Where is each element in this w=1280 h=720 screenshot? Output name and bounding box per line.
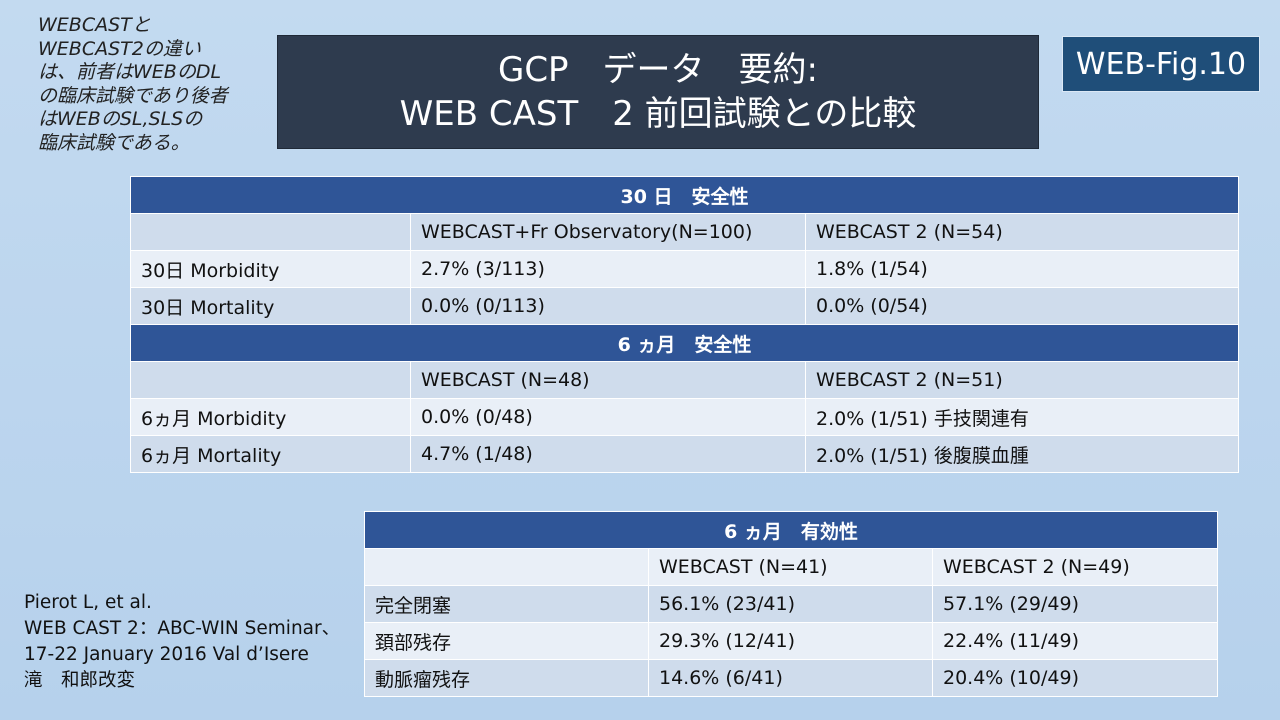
citation-line: 滝 和郎改変 [24,670,136,691]
column-header-row: WEBCAST (N=41) WEBCAST 2 (N=49) [364,548,1219,586]
row-label: 6ヵ月 Morbidity [130,398,411,436]
section-title: 6 ヵ月 安全性 [130,324,1239,362]
safety-table: 30 日 安全性 WEBCAST+Fr Observatory(N=100) W… [130,176,1239,473]
figure-label-badge: WEB-Fig.10 [1062,36,1260,92]
row-label: 頚部残存 [364,622,649,660]
table-cell: 20.4% (10/49) [931,659,1219,697]
table-cell: 0.0% (0/48) [410,398,806,436]
title-line-2: WEB CAST 2 前回試験との比較 [399,94,917,134]
citation-line: 17-22 January 2016 Val d’Isere [24,644,309,665]
header-cell: WEBCAST 2 (N=51) [805,361,1239,399]
header-cell: WEBCAST (N=48) [410,361,806,399]
table-row: 6ヵ月 Mortality 4.7% (1/48) 2.0% (1/51) 後腹… [130,435,1239,473]
title-line-1: GCP データ 要約: [497,50,819,90]
citation-line: WEB CAST 2：ABC-WIN Seminar、 [24,618,341,639]
table-row: 30日 Morbidity 2.7% (3/113) 1.8% (1/54) [130,250,1239,288]
table-cell: 22.4% (11/49) [931,622,1219,660]
header-cell: WEBCAST (N=41) [648,548,933,586]
row-label: 完全閉塞 [364,585,649,623]
table-cell: 2.7% (3/113) [410,250,806,288]
side-note: WEBCASTと WEBCAST2の違い は、前者はWEBのDL の臨床試験であ… [38,14,228,154]
slide-title: GCP データ 要約: WEB CAST 2 前回試験との比較 [277,35,1039,149]
header-cell: WEBCAST+Fr Observatory(N=100) [410,213,806,251]
row-label: 30日 Morbidity [130,250,411,288]
section-header-6-month-efficacy: 6 ヵ月 有効性 [363,511,1219,549]
section-title: 30 日 安全性 [130,176,1239,214]
table-row: 完全閉塞 56.1% (23/41) 57.1% (29/49) [364,585,1219,623]
table-cell: 2.0% (1/51) 手技関連有 [805,398,1239,436]
header-cell [130,213,411,251]
table-cell: 1.8% (1/54) [805,250,1239,288]
header-cell: WEBCAST 2 (N=49) [931,548,1219,586]
table-row: 頚部残存 29.3% (12/41) 22.4% (11/49) [364,622,1219,660]
table-cell: 0.0% (0/113) [410,287,806,325]
row-label: 6ヵ月 Mortality [130,435,411,473]
table-row: 動脈瘤残存 14.6% (6/41) 20.4% (10/49) [364,659,1219,697]
table-cell: 29.3% (12/41) [648,622,933,660]
table-row: 30日 Mortality 0.0% (0/113) 0.0% (0/54) [130,287,1239,325]
column-header-row: WEBCAST+Fr Observatory(N=100) WEBCAST 2 … [130,213,1239,251]
table-cell: 57.1% (29/49) [931,585,1219,623]
citation-line: Pierot L, et al. [24,592,152,613]
efficacy-table: 6 ヵ月 有効性 WEBCAST (N=41) WEBCAST 2 (N=49)… [363,511,1219,697]
section-title: 6 ヵ月 有効性 [363,511,1219,549]
section-header-30-day-safety: 30 日 安全性 [130,176,1239,214]
header-cell [130,361,411,399]
row-label: 30日 Mortality [130,287,411,325]
table-cell: 56.1% (23/41) [648,585,933,623]
citation: Pierot L, et al. WEB CAST 2：ABC-WIN Semi… [24,590,354,694]
table-row: 6ヵ月 Morbidity 0.0% (0/48) 2.0% (1/51) 手技… [130,398,1239,436]
table-cell: 4.7% (1/48) [410,435,806,473]
header-cell: WEBCAST 2 (N=54) [805,213,1239,251]
table-cell: 2.0% (1/51) 後腹膜血腫 [805,435,1239,473]
header-cell [364,548,649,586]
table-cell: 14.6% (6/41) [648,659,933,697]
column-header-row: WEBCAST (N=48) WEBCAST 2 (N=51) [130,361,1239,399]
table-cell: 0.0% (0/54) [805,287,1239,325]
section-header-6-month-safety: 6 ヵ月 安全性 [130,324,1239,362]
row-label: 動脈瘤残存 [364,659,649,697]
